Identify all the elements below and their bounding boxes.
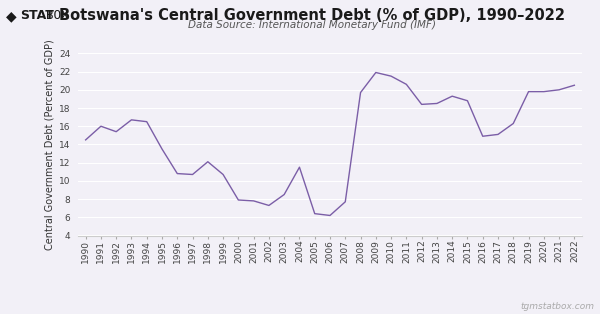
Y-axis label: Central Government Debt (Percent of GDP): Central Government Debt (Percent of GDP) (44, 39, 55, 250)
Text: ◆: ◆ (6, 9, 17, 24)
Text: tgmstatbox.com: tgmstatbox.com (520, 302, 594, 311)
Text: BOX: BOX (46, 9, 68, 22)
Text: Data Source: International Monetary Fund (IMF): Data Source: International Monetary Fund… (188, 20, 436, 30)
Text: STAT: STAT (20, 9, 53, 22)
Text: Botswana's Central Government Debt (% of GDP), 1990–2022: Botswana's Central Government Debt (% of… (59, 8, 565, 23)
